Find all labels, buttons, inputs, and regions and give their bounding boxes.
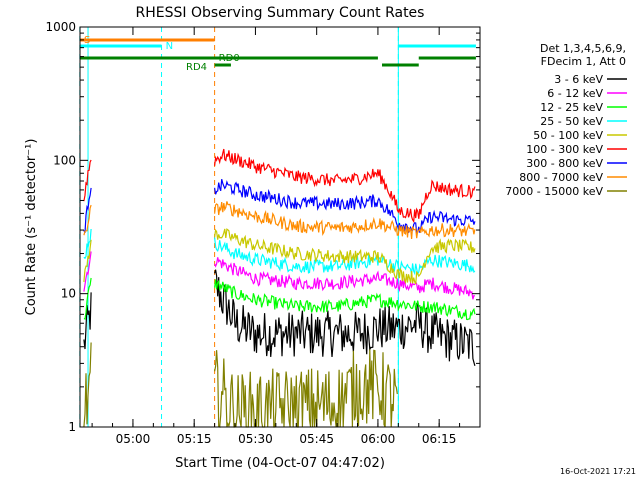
y-tick-label-3: 1000 [45,20,76,34]
plot-frame [79,26,481,428]
flag-label-n: N [166,41,173,52]
series-line-2 [83,277,476,321]
flag-label-s: S [84,35,90,46]
y-tick-label-2: 100 [53,153,76,167]
series-line-4 [83,228,476,285]
series-line-3 [83,228,476,276]
legend-label-1: 6 - 12 keV [547,87,603,100]
series-line-5 [83,148,476,224]
legend-label-6: 300 - 800 keV [526,157,603,170]
chart-title: RHESSI Observing Summary Count Rates [136,5,425,21]
legend-label-3: 25 - 50 keV [540,115,603,128]
legend-label-4: 50 - 100 keV [533,129,603,142]
series-line-1 [83,251,476,300]
legend-label-2: 12 - 25 keV [540,101,603,114]
legend-label-8: 7000 - 15000 keV [505,185,603,198]
series-line-8 [83,342,398,429]
plot-layer: S N RD0 RD4 1 10 100 1000 05:00 05:15 05:30 05:45 06… [45,20,481,446]
y-tick-label-0: 1 [68,420,76,434]
x-tick-label-4: 06:00 [361,432,396,446]
x-axis-label: Start Time (04-Oct-07 04:47:02) [175,456,385,471]
y-tick-label-1: 10 [61,287,76,301]
legend-label-0: 3 - 6 keV [554,73,603,86]
series-line-0 [83,269,476,366]
flag-label-rd4: RD4 [186,62,207,73]
x-tick-label-0: 05:00 [116,432,151,446]
x-tick-label-5: 06:15 [422,432,457,446]
x-tick-label-3: 05:45 [299,432,334,446]
legend-header-1: Det 1,3,4,5,6,9, [540,42,626,55]
legend-label-5: 100 - 300 keV [526,143,603,156]
y-axis-label: Count Rate (s⁻¹ detector⁻¹) [24,139,39,316]
x-tick-label-1: 05:15 [177,432,212,446]
x-tick-label-2: 05:30 [238,432,273,446]
series-line-7 [83,201,476,239]
legend-label-7: 800 - 7000 keV [519,171,603,184]
footer-date: 16-Oct-2021 17:21 [560,467,636,476]
legend-header-2: FDecim 1, Att 0 [541,55,626,68]
flag-label-rd0: RD0 [219,53,240,64]
series-line-6 [83,179,476,235]
